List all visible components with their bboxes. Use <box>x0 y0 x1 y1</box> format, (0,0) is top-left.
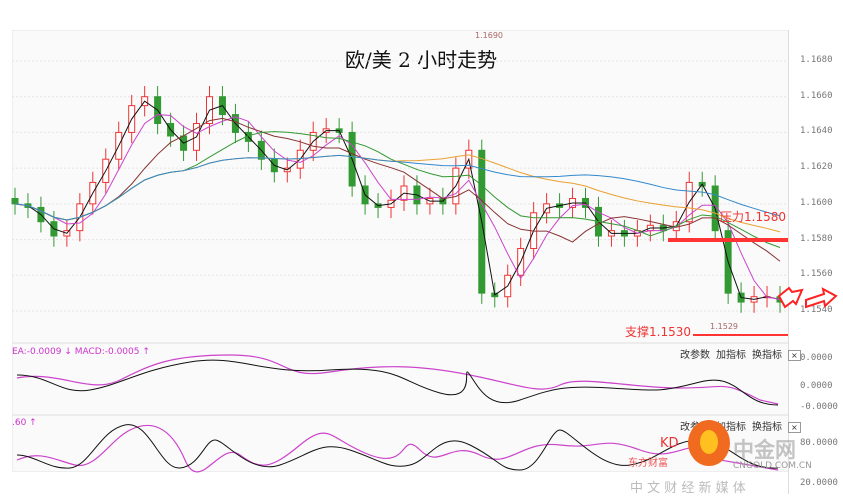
watermark-partial2: 东方财富 <box>628 458 668 469</box>
moving-average-line <box>14 117 781 262</box>
high-label: 1.1690 <box>475 31 503 40</box>
price-tick: 1.1620 <box>800 162 833 173</box>
switch-indicator-button[interactable]: 换指标 <box>752 422 782 433</box>
kdj-tick: 80.0000 <box>800 438 838 448</box>
moving-average-line <box>14 154 781 233</box>
price-tick: 1.1640 <box>800 126 833 137</box>
macd-legend: EA:-0.0009 ↓ MACD:-0.0005 ↑ <box>12 347 150 357</box>
price-tick: 1.1660 <box>800 90 833 101</box>
close-icon[interactable]: × <box>788 422 801 433</box>
close-icon[interactable]: × <box>788 350 801 361</box>
price-tick: 1.1540 <box>800 304 833 315</box>
kdj-k-line <box>16 424 779 471</box>
macd-tick: -0.0000 <box>800 402 838 412</box>
price-tick: 1.1580 <box>800 233 833 244</box>
macd-tick: 0.0000 <box>800 353 833 363</box>
chart-title: 欧/美 2 小时走势 <box>345 48 498 72</box>
change-params-button[interactable]: 改参数 <box>680 350 710 361</box>
price-tick: 1.1680 <box>800 55 833 65</box>
add-indicator-button[interactable]: 加指标 <box>716 350 746 361</box>
macd-panel-buttons: 改参数 加指标 换指标 × <box>680 346 807 361</box>
support-label: 支撑1.1530 <box>625 325 691 339</box>
kdj-legend: .60 ↑ <box>12 418 37 428</box>
candle <box>11 197 19 205</box>
watermark-partial: KD <box>660 436 679 451</box>
switch-indicator-button[interactable]: 换指标 <box>752 350 782 361</box>
moving-average-line <box>14 114 781 300</box>
moving-average-line <box>14 100 781 300</box>
resistance-label: 压力1.1580 <box>720 210 786 224</box>
macd-tick: 0.0000 <box>800 381 833 391</box>
price-axis <box>788 30 837 494</box>
watermark-brand: 中金网 <box>733 438 796 462</box>
kdj-tick: 20.0000 <box>800 478 838 488</box>
price-tick: 1.1560 <box>800 269 833 280</box>
watermark-slogan: 中 文 财 经 新 媒 体 <box>630 481 746 496</box>
watermark-domain: CNGOLD.COM.CN <box>733 461 812 471</box>
arrow-down-right-icon <box>777 286 804 309</box>
macd-dif-line <box>16 359 779 406</box>
kdj-d-line <box>16 424 779 473</box>
price-tick: 1.1600 <box>800 197 833 208</box>
arrow-right-icon <box>805 287 838 309</box>
cngold-logo-inner <box>700 430 718 454</box>
add-indicator-button[interactable]: 加指标 <box>716 422 746 433</box>
low-label: 1.1529 <box>710 322 738 331</box>
moving-average-line <box>14 154 781 221</box>
macd-dea-line <box>16 354 779 405</box>
